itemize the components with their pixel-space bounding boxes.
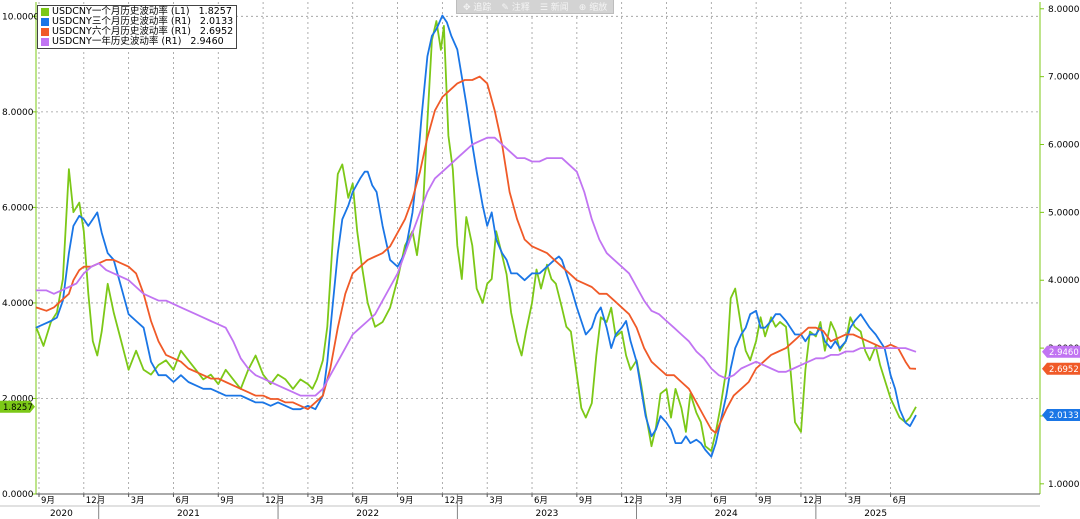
legend-swatch [41,28,49,36]
legend-series-name: USDCNY一年历史波动率 (R1) [52,36,182,47]
x-axis-month-label: 3月 [131,496,145,506]
right-axis-tick-label: 8.0000 [1048,5,1080,15]
toolbar-annotate-button[interactable]: ✎ 注释 [501,3,530,13]
left-axis-tick-label: 10.0000 [2,12,39,22]
toolbar-zoom-label: 缩放 [589,3,608,13]
last-value-label: 1.8257 [3,403,33,413]
x-axis-year-label: 2025 [864,509,887,519]
series-line-3 [36,136,917,397]
toolbar-annotate-label: 注释 [511,3,530,13]
legend-swatch [41,8,49,16]
x-axis-month-label: 6月 [175,496,189,506]
legend-series-value: 1.8257 [198,6,232,17]
toolbar-news-label: 新闻 [550,3,569,13]
right-axis-tick-label: 4.0000 [1048,276,1080,286]
x-axis-month-label: 6月 [355,496,369,506]
x-axis-month-label: 6月 [893,496,907,506]
last-value-label: 2.6952 [1049,365,1079,375]
x-axis-year-label: 2022 [356,509,379,519]
x-axis-month-label: 6月 [534,496,548,506]
right-axis-tick-label: 6.0000 [1048,141,1080,151]
series-line-0 [35,20,917,452]
toolbar-track-button[interactable]: ✥ 追踪 [463,3,492,13]
left-axis-tick-label: 2.0000 [2,394,34,404]
x-axis-month-label: 9月 [220,496,234,506]
last-value-label: 2.0133 [1049,411,1079,421]
x-axis-year-label: 2020 [50,509,73,519]
left-axis-tick-label: 6.0000 [2,203,34,213]
left-axis-tick-label: 4.0000 [2,299,34,309]
legend-series-name: USDCNY三个月历史波动率 (R1) [52,16,191,27]
toolbar-news-button[interactable]: ☰ 新闻 [539,3,569,13]
legend-series-value: 2.0133 [199,16,234,27]
x-axis-month-label: 12月 [624,496,643,506]
x-axis-month-label: 9月 [579,496,593,506]
x-axis-year-label: 2021 [177,509,200,519]
legend-series-name: USDCNY六个月历史波动率 (R1) [52,26,191,37]
left-axis-tick-label: 0.0000 [2,490,34,500]
x-axis-month-label: 12月 [444,496,463,506]
x-axis-month-label: 12月 [86,496,105,506]
series-line-2 [35,75,917,434]
toolbar-zoom-button[interactable]: ⊕ 缩放 [578,3,608,13]
x-axis-month-label: 6月 [713,496,727,506]
right-axis-tick-label: 1.0000 [1048,480,1080,490]
x-axis-year-label: 2023 [536,509,559,519]
legend-item: USDCNY一个月历史波动率 (L1) 1.8257 [41,7,233,17]
x-axis-month-label: 12月 [265,496,284,506]
legend-swatch [41,38,49,46]
legend-item: USDCNY一年历史波动率 (R1) 2.9460 [41,37,233,47]
last-value-badge-right [1042,362,1080,375]
left-axis-tick-label: 8.0000 [2,108,34,118]
x-axis-month-label: 9月 [758,496,772,506]
legend-series-value: 2.6952 [199,26,234,37]
x-axis-month-label: 12月 [803,496,822,506]
last-value-badge-right [1042,409,1080,422]
right-axis-tick-label: 5.0000 [1048,208,1080,218]
last-value-badge-right [1042,345,1080,358]
legend-item: USDCNY三个月历史波动率 (R1) 2.0133 [41,17,233,27]
x-axis-month-label: 9月 [400,496,414,506]
legend-item: USDCNY六个月历史波动率 (R1) 2.6952 [41,27,233,37]
last-value-badge-left [0,400,35,413]
series-line-1 [35,14,917,458]
legend-swatch [41,18,49,26]
chart-legend: USDCNY一个月历史波动率 (L1) 1.8257 USDCNY三个月历史波动… [37,5,238,49]
chart-toolbar: ✥ 追踪 ✎ 注释 ☰ 新闻 ⊕ 缩放 [456,0,615,14]
x-axis-month-label: 3月 [848,496,862,506]
x-axis-month-label: 9月 [41,496,55,506]
x-axis-month-label: 3月 [489,496,503,506]
toolbar-track-label: 追踪 [473,3,492,13]
legend-series-value: 2.9460 [190,36,224,47]
x-axis-month-label: 3月 [668,496,682,506]
x-axis-year-label: 2024 [715,509,738,519]
right-axis-tick-label: 7.0000 [1048,73,1080,83]
legend-series-name: USDCNY一个月历史波动率 (L1) [52,6,190,17]
x-axis-month-label: 3月 [310,496,324,506]
last-value-label: 2.9460 [1049,348,1079,358]
